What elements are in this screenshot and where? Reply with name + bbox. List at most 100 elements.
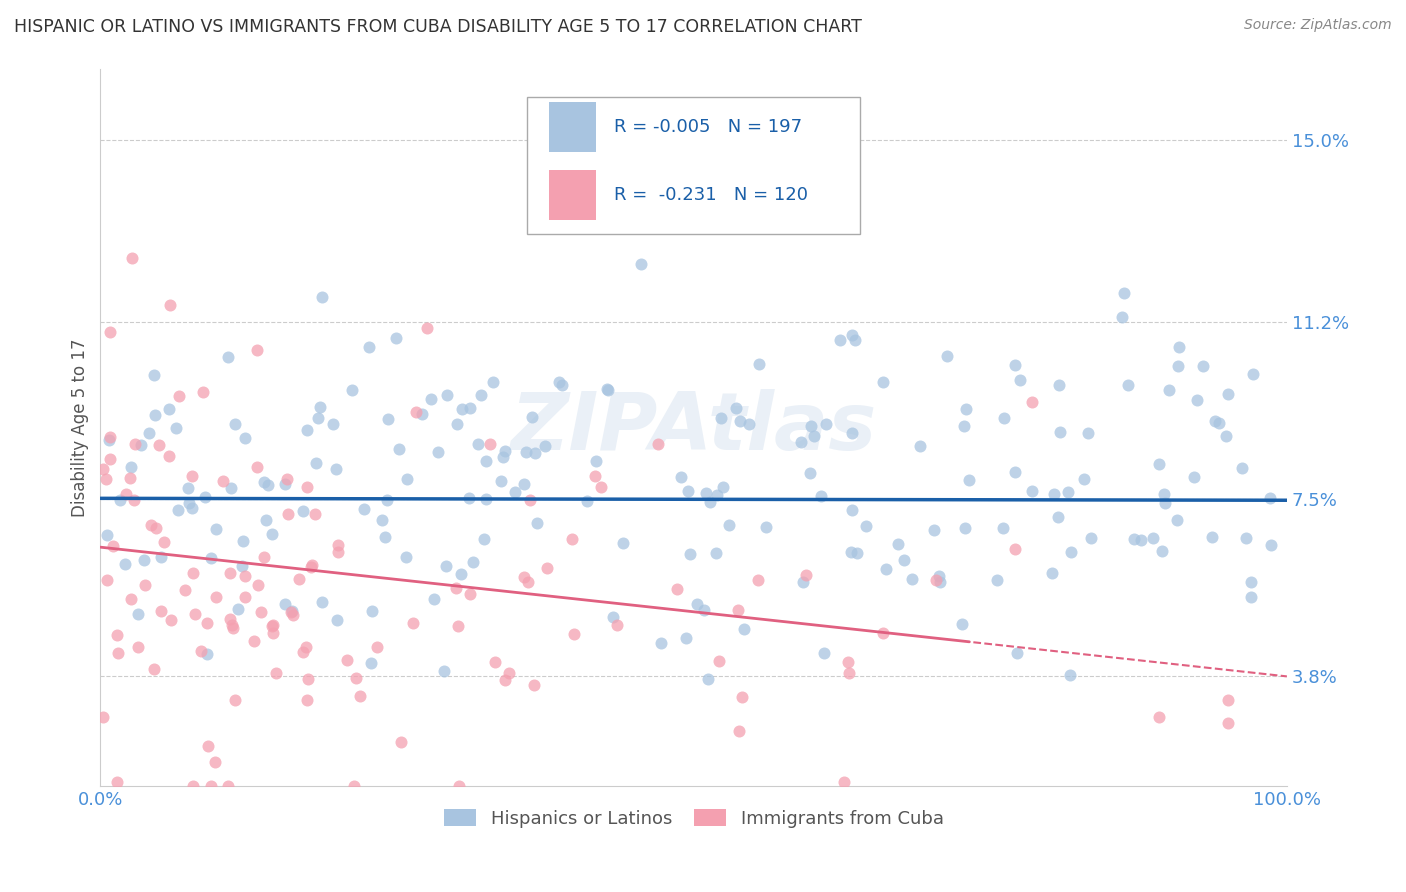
Point <box>254 513 277 527</box>
Point <box>434 558 457 573</box>
Point <box>1240 574 1263 589</box>
Point <box>1116 378 1139 392</box>
Point <box>297 673 319 687</box>
Point <box>299 559 322 574</box>
Point <box>148 438 170 452</box>
Point <box>420 392 443 407</box>
Point <box>1047 378 1070 392</box>
Point <box>524 446 547 460</box>
Point <box>204 755 226 769</box>
Point <box>738 417 761 431</box>
Point <box>217 350 239 364</box>
Point <box>458 587 481 601</box>
Point <box>180 501 202 516</box>
Point <box>550 377 572 392</box>
Point <box>174 583 197 598</box>
Point <box>901 572 924 586</box>
Point <box>679 547 702 561</box>
Point <box>326 614 349 628</box>
Point <box>647 437 669 451</box>
Point <box>108 493 131 508</box>
Point <box>841 425 863 440</box>
Point <box>253 550 276 565</box>
Point <box>533 439 555 453</box>
Point <box>263 625 285 640</box>
Point <box>246 343 269 357</box>
Point <box>288 572 311 586</box>
Point <box>1073 472 1095 486</box>
Point <box>129 438 152 452</box>
Point <box>1004 465 1026 479</box>
Point <box>717 518 740 533</box>
Point <box>295 479 318 493</box>
Point <box>711 480 734 494</box>
Point <box>523 678 546 692</box>
Point <box>669 469 692 483</box>
Point <box>484 655 506 669</box>
Point <box>181 566 204 581</box>
Point <box>800 419 823 434</box>
Point <box>583 469 606 483</box>
Point <box>349 690 371 704</box>
Point <box>145 408 167 422</box>
Point <box>562 627 585 641</box>
Point <box>728 724 751 739</box>
Point <box>405 405 427 419</box>
Point <box>195 615 218 630</box>
Point <box>494 673 516 687</box>
Point <box>120 459 142 474</box>
Point <box>328 545 350 559</box>
Point <box>93 710 115 724</box>
Point <box>1154 496 1177 510</box>
FancyBboxPatch shape <box>527 97 859 234</box>
Point <box>733 622 755 636</box>
Point <box>219 482 242 496</box>
Point <box>1130 533 1153 548</box>
Point <box>792 575 814 590</box>
Point <box>276 472 298 486</box>
Point <box>755 519 778 533</box>
Point <box>815 417 838 431</box>
Point <box>260 619 283 633</box>
Text: HISPANIC OR LATINO VS IMMIGRANTS FROM CUBA DISABILITY AGE 5 TO 17 CORRELATION CH: HISPANIC OR LATINO VS IMMIGRANTS FROM CU… <box>14 18 862 36</box>
Point <box>96 573 118 587</box>
Point <box>159 298 181 312</box>
Point <box>307 411 329 425</box>
Point <box>724 401 747 415</box>
Point <box>143 368 166 383</box>
Point <box>396 472 419 486</box>
Text: R = -0.005   N = 197: R = -0.005 N = 197 <box>614 118 803 136</box>
Point <box>489 475 512 489</box>
Point <box>297 423 319 437</box>
Point <box>1040 566 1063 580</box>
Point <box>436 388 458 402</box>
Point <box>295 640 318 654</box>
Point <box>845 546 868 560</box>
Point <box>693 602 716 616</box>
Point <box>1004 541 1026 556</box>
Point <box>790 434 813 449</box>
Point <box>924 523 946 537</box>
Point <box>375 492 398 507</box>
Point <box>1057 485 1080 500</box>
Point <box>311 290 333 304</box>
Point <box>928 569 950 583</box>
Point <box>249 605 271 619</box>
Point <box>1059 668 1081 682</box>
Point <box>200 551 222 566</box>
Point <box>596 383 619 397</box>
Point <box>993 410 1015 425</box>
Point <box>143 662 166 676</box>
Point <box>218 566 240 580</box>
Point <box>1153 487 1175 501</box>
Point <box>872 375 894 389</box>
Point <box>731 690 754 705</box>
Point <box>226 601 249 615</box>
Point <box>828 334 851 348</box>
Point <box>925 573 948 587</box>
Point <box>252 475 274 489</box>
Point <box>834 775 856 789</box>
Point <box>190 643 212 657</box>
Point <box>450 567 472 582</box>
Point <box>458 491 481 505</box>
